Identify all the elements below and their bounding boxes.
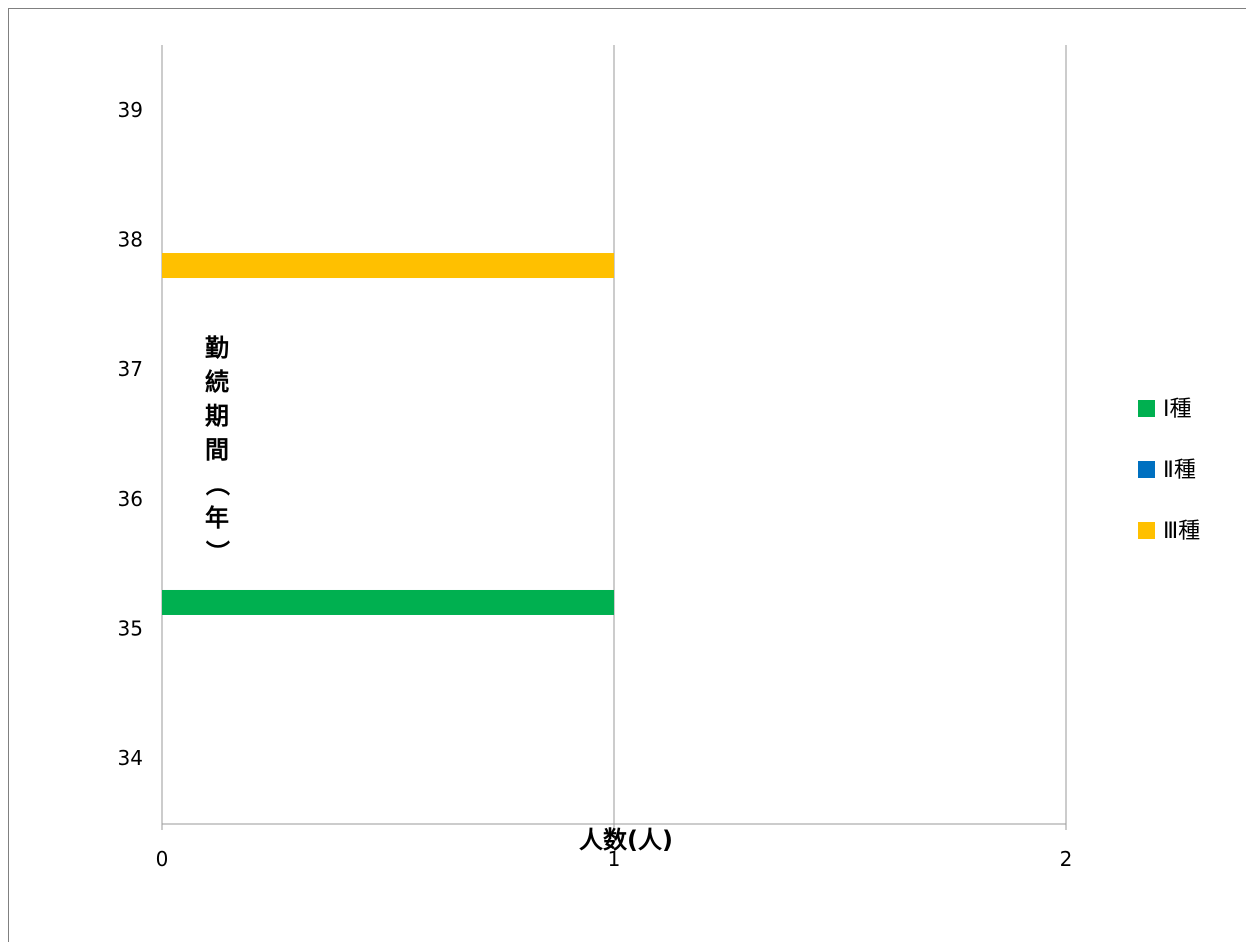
x-tick-label: 1 <box>608 847 621 871</box>
bar <box>162 253 614 279</box>
y-tick-labels: 34 35 36 37 38 39 <box>118 98 143 770</box>
y-axis-title-char: 続 <box>205 368 229 396</box>
chart-border <box>8 8 1246 942</box>
y-tick-label: 34 <box>118 746 143 770</box>
y-axis-title-char: 勤 <box>205 334 229 362</box>
y-axis-title-char: （ <box>203 472 231 496</box>
y-tick-label: 36 <box>118 487 143 511</box>
x-tick-label: 2 <box>1060 847 1073 871</box>
x-axis-title: 人数(人) <box>579 826 673 854</box>
legend-swatch <box>1138 522 1155 539</box>
x-tick-labels: 0 1 2 <box>156 847 1073 871</box>
y-tick-label: 37 <box>118 357 143 381</box>
y-tick-label: 38 <box>118 228 143 252</box>
gridlines <box>161 45 1067 824</box>
bar <box>162 589 614 615</box>
legend-label: Ⅰ種 <box>1163 397 1192 422</box>
y-axis-title-char: ） <box>203 540 231 564</box>
legend-label: Ⅱ種 <box>1163 458 1196 483</box>
axes <box>161 823 1067 830</box>
legend: Ⅰ種 Ⅱ種 Ⅲ種 <box>1138 397 1200 544</box>
y-axis-title-char: 間 <box>205 436 229 464</box>
x-tick-label: 0 <box>156 847 169 871</box>
y-tick-label: 39 <box>118 98 143 122</box>
legend-label: Ⅲ種 <box>1163 519 1200 544</box>
legend-swatch <box>1138 461 1155 478</box>
bars <box>162 253 614 615</box>
y-axis-title-char: 期 <box>205 402 229 430</box>
y-axis-title-char: 年 <box>205 504 229 532</box>
legend-swatch <box>1138 400 1155 417</box>
y-tick-label: 35 <box>118 616 143 640</box>
